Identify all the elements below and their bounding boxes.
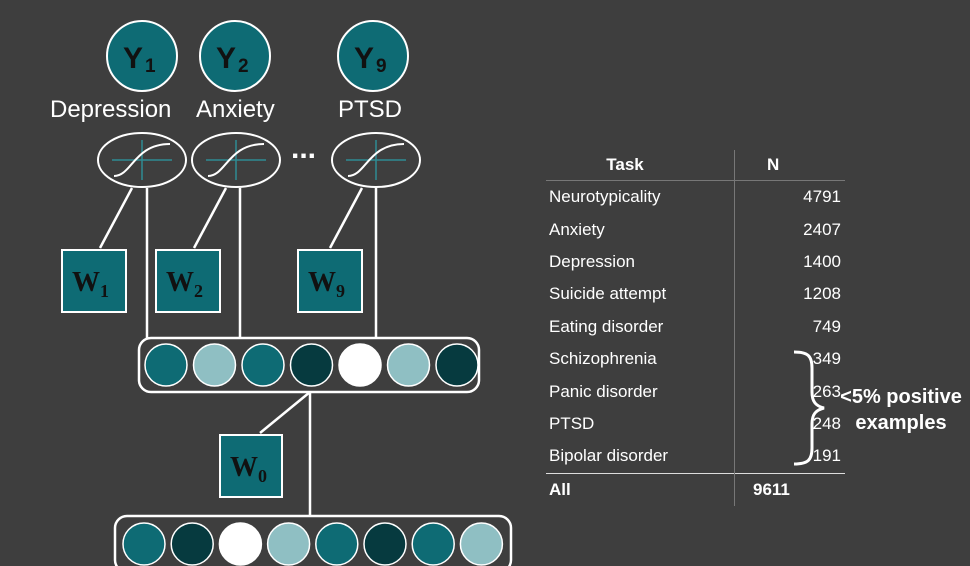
column-header-task: Task	[606, 155, 644, 174]
weight-w1-letter: W	[72, 267, 100, 298]
output-y1-sub: 1	[145, 56, 156, 77]
table-row: Anxiety 2407	[546, 213, 845, 246]
minority-class-note: <5% positive examples	[826, 384, 970, 436]
task-count: 1208	[734, 278, 845, 311]
hidden-unit	[144, 343, 188, 387]
output-y1-letter: Y	[123, 42, 143, 75]
table-total-row: All 9611	[546, 473, 845, 506]
note-line-1: <5% positive	[840, 386, 962, 408]
task-name: Panic disorder	[549, 381, 658, 401]
input-layer	[113, 514, 513, 566]
output-label-depression: Depression	[50, 96, 171, 123]
output-label-anxiety: Anxiety	[196, 96, 275, 123]
input-unit	[411, 522, 455, 566]
weight-box-w0: W 0	[219, 434, 283, 498]
table-row: Eating disorder 749	[546, 310, 845, 343]
hidden-unit	[386, 343, 431, 387]
note-line-2: examples	[855, 412, 947, 434]
table-row: Panic disorder 263	[546, 375, 845, 408]
task-name: Suicide attempt	[549, 284, 667, 304]
task-name: Neurotypicality	[549, 187, 661, 207]
task-count: 749	[734, 310, 845, 343]
task-count: 4791	[734, 180, 845, 214]
table-row: Depression 1400	[546, 245, 845, 279]
output-y2-sub: 2	[238, 56, 249, 77]
task-name: Depression	[549, 251, 635, 271]
input-unit	[363, 522, 407, 566]
sigmoid-activation-2	[191, 132, 281, 188]
hidden-unit	[435, 343, 479, 387]
task-count: 2407	[734, 213, 845, 246]
weight-w9-sub: 9	[336, 281, 345, 301]
hidden-unit	[338, 343, 382, 387]
output-node-y2: Y 2	[199, 20, 271, 92]
task-count: 263	[734, 375, 845, 408]
table-row: Bipolar disorder 191	[546, 440, 845, 474]
weight-w2-sub: 2	[194, 281, 203, 301]
task-name: PTSD	[549, 413, 595, 433]
task-count: 248	[734, 407, 845, 441]
table-header-row: Task N	[546, 150, 845, 181]
weight-w9-letter: W	[308, 267, 336, 298]
table-row: PTSD 248	[546, 407, 845, 441]
sigmoid-activation-9	[331, 132, 421, 188]
input-unit	[266, 522, 311, 566]
hidden-unit	[289, 343, 334, 387]
task-count: 1400	[734, 245, 845, 279]
input-unit	[459, 522, 504, 566]
weight-w2-letter: W	[166, 267, 194, 298]
input-unit	[315, 522, 359, 566]
weight-box-w2: W 2	[155, 249, 221, 313]
output-node-y9: Y 9	[337, 20, 409, 92]
table-row: Neurotypicality 4791	[546, 180, 845, 214]
hidden-unit	[241, 343, 285, 387]
table-row: Suicide attempt 1208	[546, 278, 845, 311]
table-row: Schizophrenia 349	[546, 342, 845, 376]
output-y2-letter: Y	[216, 42, 236, 75]
output-node-y1: Y 1	[106, 20, 178, 92]
weight-box-w9: W 9	[297, 249, 363, 313]
task-name: Anxiety	[549, 219, 605, 239]
output-y9-letter: Y	[354, 42, 374, 75]
task-sample-table: Task N Neurotypicality 4791 Anxiety 2407 D…	[546, 150, 845, 506]
output-y9-sub: 9	[376, 56, 387, 77]
weight-w0-sub: 0	[258, 466, 267, 486]
input-unit	[218, 522, 263, 566]
task-count: 191	[734, 440, 845, 474]
multitask-network-diagram: Y 1 Y 2 Y 9 Depression Anxiety PTSD ... …	[50, 20, 513, 566]
weight-w1-sub: 1	[100, 281, 109, 301]
weight-box-w1: W 1	[61, 249, 127, 313]
task-count: 349	[734, 342, 845, 376]
more-tasks-ellipsis: ...	[291, 132, 316, 165]
hidden-units	[144, 343, 479, 387]
sigmoid-activation-1	[97, 132, 187, 188]
weight-w0-letter: W	[230, 452, 258, 483]
task-name: Eating disorder	[549, 316, 664, 336]
output-label-ptsd: PTSD	[338, 96, 402, 123]
total-count: 9611	[734, 473, 845, 506]
task-name: Schizophrenia	[549, 349, 657, 369]
total-label: All	[549, 479, 571, 499]
shared-hidden-layer	[137, 336, 481, 394]
input-units	[122, 522, 504, 566]
input-unit	[170, 522, 214, 566]
column-header-n: N	[734, 150, 845, 181]
hidden-unit	[192, 343, 237, 387]
task-name: Bipolar disorder	[549, 446, 669, 466]
curly-brace-icon	[793, 350, 825, 466]
input-unit	[122, 522, 166, 566]
network-connections	[98, 187, 378, 516]
